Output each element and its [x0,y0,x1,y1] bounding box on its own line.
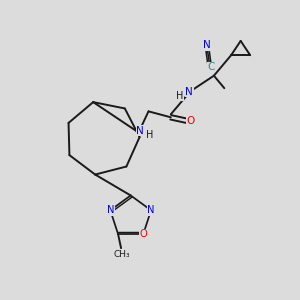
Text: CH₃: CH₃ [113,250,130,259]
Text: H: H [146,130,154,140]
Text: O: O [140,229,147,239]
Text: N: N [106,205,114,215]
Text: N: N [185,87,193,97]
Text: N: N [136,126,144,136]
Text: H: H [176,91,183,100]
Text: N: N [147,205,155,215]
Text: O: O [187,116,195,126]
Text: C: C [207,62,214,72]
Text: N: N [203,40,211,50]
